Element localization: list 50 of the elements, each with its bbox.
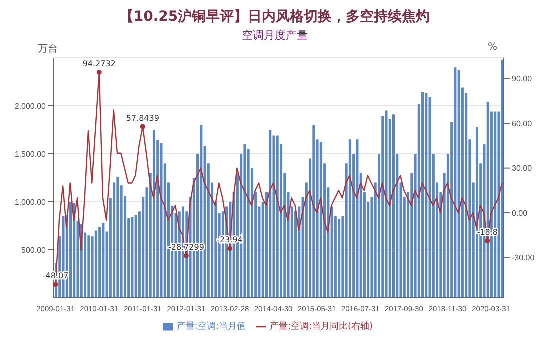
y-tick-label: 500.00 (22, 246, 47, 255)
y-tick-label: 1,000.00 (14, 198, 47, 207)
bar (269, 130, 272, 298)
bar (73, 202, 76, 298)
bar (348, 140, 352, 298)
y2-axis-title: % (488, 42, 498, 53)
point (228, 246, 233, 252)
bar (98, 226, 102, 298)
bar (392, 114, 395, 298)
legend-label: 产量:空调:当月同比(右轴) (270, 322, 374, 332)
point (53, 282, 58, 288)
bar (458, 70, 460, 298)
bar (160, 143, 163, 298)
legend-label: 产量:空调:当月值 (176, 322, 246, 332)
y-tick-label: 1,500.00 (14, 150, 47, 159)
bar (454, 68, 457, 298)
bar (338, 219, 341, 298)
y2-tick-label: 90.00 (512, 74, 533, 84)
y2-tick-label: 0.00 (512, 208, 528, 218)
bar (276, 136, 279, 298)
bar (422, 92, 424, 298)
bar (116, 177, 120, 298)
data-label: 94.2732 (82, 60, 116, 68)
bar (425, 94, 428, 298)
point (485, 238, 490, 244)
point (96, 70, 102, 75)
bar (244, 144, 246, 298)
bar (88, 236, 90, 298)
bar (428, 97, 432, 298)
bar (94, 230, 98, 298)
chart-title: 空调月度产量 (241, 28, 309, 42)
bar (131, 217, 134, 298)
bar (102, 223, 105, 298)
bar (385, 110, 388, 298)
y2-tick-label: 60.00 (512, 119, 533, 128)
data-label: 57.8439 (126, 114, 160, 123)
y2-tick-label: 30.00 (512, 164, 533, 174)
point (140, 124, 146, 130)
y-axis-title: 万台 (38, 42, 58, 56)
y2-tick-label: -30.00 (512, 254, 536, 263)
bar (70, 202, 72, 298)
point (184, 253, 189, 258)
bar (134, 215, 138, 298)
y-tick-label: 2,000.00 (14, 102, 47, 111)
bar (356, 140, 359, 298)
bar (312, 125, 316, 298)
bar (476, 127, 478, 298)
bar (152, 130, 156, 298)
bar (320, 142, 322, 298)
text: 【10.25沪铜早评】日内风格切换，多空持续焦灼 (118, 8, 432, 27)
